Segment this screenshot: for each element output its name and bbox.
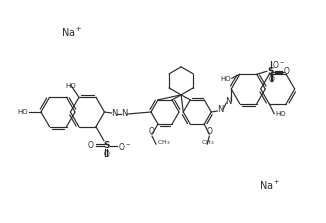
- Text: HO: HO: [17, 109, 28, 115]
- Text: O: O: [149, 127, 155, 136]
- Text: CH$_3$: CH$_3$: [157, 138, 170, 147]
- Text: HO: HO: [220, 76, 231, 82]
- Text: O$^-$: O$^-$: [118, 141, 131, 152]
- Text: Na$^+$: Na$^+$: [61, 25, 83, 39]
- Text: O$^-$: O$^-$: [272, 59, 285, 70]
- Text: S: S: [104, 141, 110, 150]
- Text: N: N: [121, 109, 128, 118]
- Text: S: S: [268, 67, 274, 76]
- Text: O: O: [104, 150, 110, 159]
- Text: O: O: [268, 75, 274, 84]
- Text: O: O: [284, 67, 289, 76]
- Text: N: N: [111, 109, 118, 118]
- Text: O: O: [88, 141, 94, 150]
- Text: HO: HO: [275, 111, 286, 117]
- Text: N: N: [217, 105, 223, 114]
- Text: Na$^+$: Na$^+$: [259, 178, 281, 192]
- Text: CH$_3$: CH$_3$: [200, 138, 214, 147]
- Text: O: O: [206, 127, 212, 136]
- Text: N: N: [225, 97, 231, 105]
- Text: HO: HO: [66, 83, 76, 89]
